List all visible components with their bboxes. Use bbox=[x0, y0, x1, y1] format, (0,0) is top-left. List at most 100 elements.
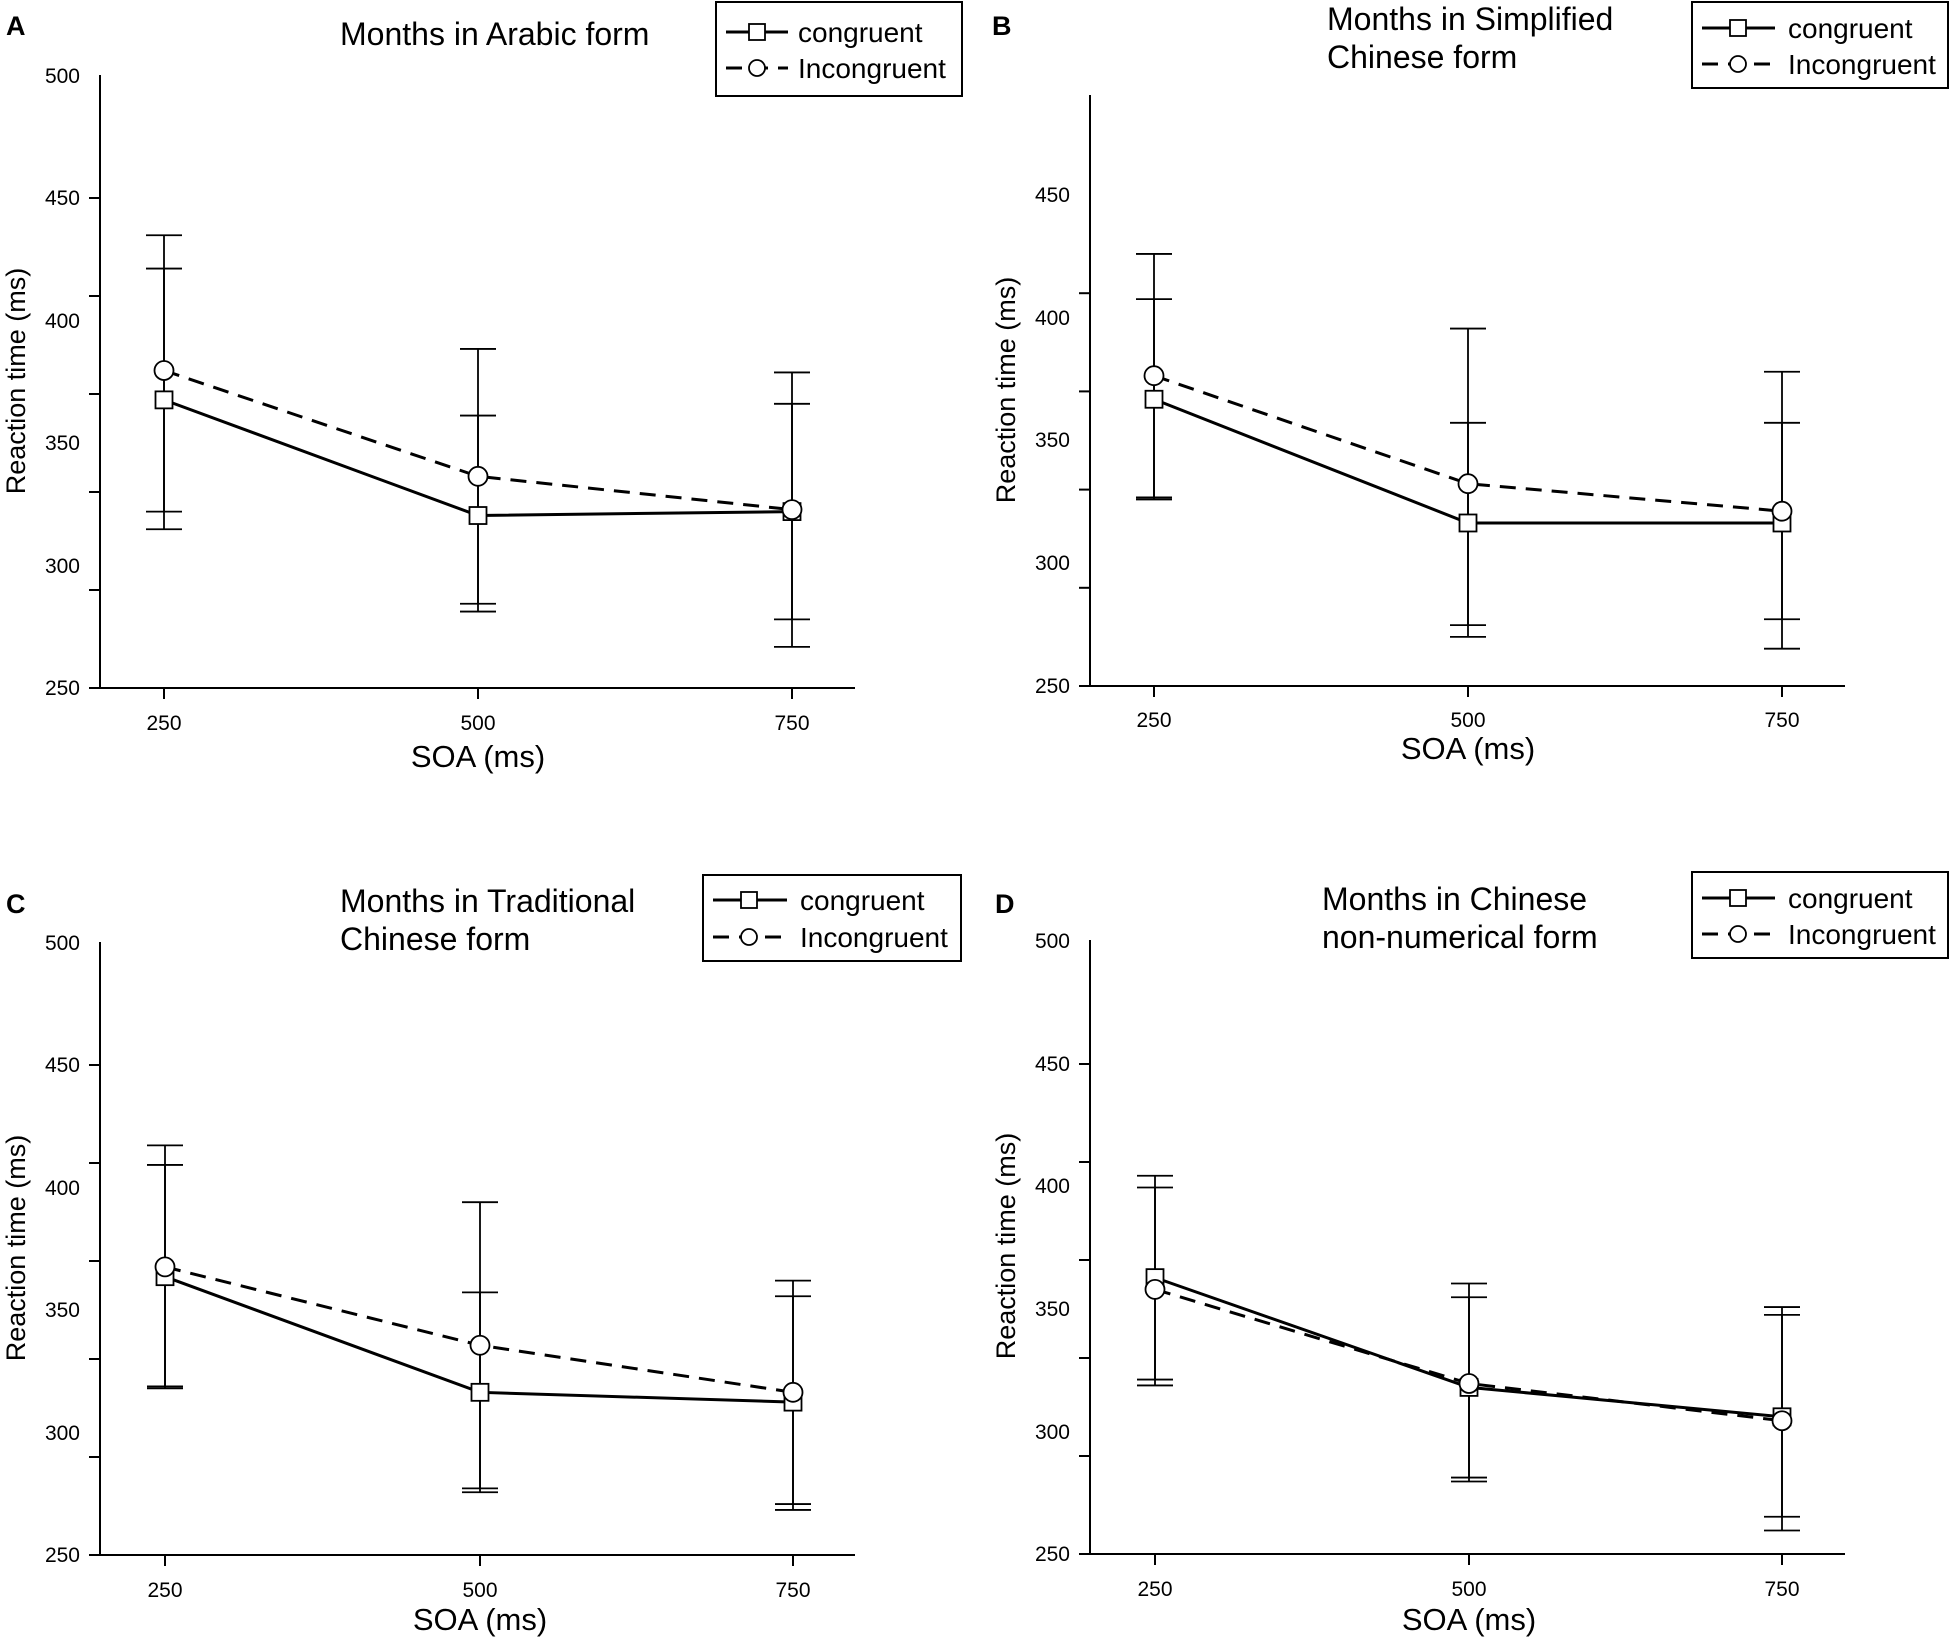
y-tick-label: 250 bbox=[45, 1544, 80, 1567]
y-tick-label: 300 bbox=[1035, 1421, 1070, 1444]
series-line-incongruent bbox=[1153, 374, 1783, 513]
data-point-incongruent bbox=[1457, 473, 1479, 495]
data-point-incongruent bbox=[469, 1334, 491, 1356]
legend-label-incongruent: Incongruent bbox=[1788, 49, 1936, 80]
y-axis-title: Reaction time (ms) bbox=[1, 268, 31, 495]
data-point-incongruent bbox=[467, 465, 489, 487]
series-line-incongruent bbox=[163, 369, 793, 512]
y-tick-label: 450 bbox=[45, 1054, 80, 1077]
legend-label-incongruent: Incongruent bbox=[1788, 919, 1936, 950]
y-axis-title: Reaction time (ms) bbox=[1, 1135, 31, 1362]
x-tick-label: 500 bbox=[462, 1579, 497, 1602]
data-point-incongruent bbox=[154, 1256, 176, 1278]
legend-marker-square bbox=[748, 23, 766, 41]
y-tick-label: 500 bbox=[45, 932, 80, 955]
x-axis-title: SOA (ms) bbox=[1402, 1602, 1536, 1637]
data-point-incongruent bbox=[1771, 1410, 1793, 1432]
data-point-congruent bbox=[1144, 389, 1164, 409]
y-tick-label: 300 bbox=[1035, 552, 1070, 575]
data-point-congruent bbox=[470, 1382, 490, 1402]
series-line-incongruent bbox=[164, 1265, 794, 1394]
legend-marker-circle bbox=[1729, 55, 1747, 73]
legend-marker-square bbox=[740, 891, 758, 909]
data-point-incongruent bbox=[781, 499, 803, 521]
panel-a-series bbox=[146, 234, 810, 648]
panel-d-title-line-2: non-numerical form bbox=[1322, 919, 1598, 955]
panel-d: D Months in Chinese non-numerical form 2… bbox=[991, 871, 1949, 1637]
panel-b-series bbox=[1136, 253, 1800, 650]
panel-b-title-line-2: Chinese form bbox=[1327, 39, 1517, 75]
x-tick-label: 250 bbox=[1136, 709, 1171, 732]
legend: congruent Incongruent bbox=[1691, 1, 1949, 89]
x-tick-label: 250 bbox=[147, 1579, 182, 1602]
y-tick-label: 400 bbox=[1035, 1175, 1070, 1198]
panel-letter-b: B bbox=[992, 11, 1012, 41]
x-tick-label: 250 bbox=[146, 712, 181, 735]
panel-b: B Months in Simplified Chinese form 250 … bbox=[991, 1, 1949, 766]
data-point-incongruent bbox=[153, 360, 175, 381]
y-tick-label: 450 bbox=[1035, 1053, 1070, 1076]
panel-a: A Months in Arabic form 250 500 750 250 … bbox=[1, 1, 963, 774]
legend: congruent Incongruent bbox=[1691, 871, 1949, 959]
y-tick-label: 250 bbox=[1035, 675, 1070, 698]
legend-marker-square bbox=[1729, 19, 1747, 37]
x-tick-label: 750 bbox=[774, 712, 809, 735]
x-axis-title: SOA (ms) bbox=[411, 739, 545, 774]
data-point-congruent bbox=[1458, 513, 1478, 533]
legend-box bbox=[715, 1, 963, 97]
y-axis-title: Reaction time (ms) bbox=[991, 277, 1021, 504]
y-tick-label: 450 bbox=[1035, 184, 1070, 207]
y-tick-label: 500 bbox=[45, 65, 80, 88]
y-tick-label: 250 bbox=[1035, 1543, 1070, 1566]
legend-label-congruent: congruent bbox=[800, 885, 925, 916]
data-point-incongruent bbox=[1144, 1279, 1166, 1300]
legend-marker-circle bbox=[1729, 925, 1747, 943]
panel-c: C Months in Traditional Chinese form 250… bbox=[1, 874, 962, 1637]
y-tick-label: 350 bbox=[1035, 1298, 1070, 1321]
legend-label-congruent: congruent bbox=[1788, 883, 1913, 914]
y-tick-label: 400 bbox=[45, 1177, 80, 1200]
panel-c-title-line-1: Months in Traditional bbox=[340, 883, 635, 919]
panel-c-series bbox=[147, 1144, 811, 1511]
legend-marker-square bbox=[1729, 889, 1747, 907]
y-tick-label: 350 bbox=[45, 432, 80, 455]
legend-marker-circle bbox=[740, 928, 758, 946]
panel-d-series bbox=[1137, 1174, 1800, 1532]
data-point-incongruent bbox=[1771, 500, 1793, 522]
x-tick-label: 750 bbox=[1764, 1578, 1799, 1601]
legend-label-congruent: congruent bbox=[798, 17, 923, 48]
panel-letter-c: C bbox=[6, 889, 26, 919]
y-axis-title: Reaction time (ms) bbox=[991, 1133, 1021, 1360]
data-point-congruent bbox=[468, 506, 488, 525]
y-tick-label: 300 bbox=[45, 1422, 80, 1445]
x-tick-label: 750 bbox=[775, 1579, 810, 1602]
x-tick-label: 500 bbox=[1451, 1578, 1486, 1601]
y-tick-label: 400 bbox=[1035, 307, 1070, 330]
y-tick-label: 500 bbox=[1035, 930, 1070, 953]
legend-label-congruent: congruent bbox=[1788, 13, 1913, 44]
legend-box bbox=[1691, 1, 1949, 89]
x-tick-label: 250 bbox=[1137, 1578, 1172, 1601]
x-tick-label: 750 bbox=[1764, 709, 1799, 732]
panel-d-title-line-1: Months in Chinese bbox=[1322, 881, 1587, 917]
panel-a-title: Months in Arabic form bbox=[340, 16, 649, 52]
y-tick-label: 350 bbox=[1035, 429, 1070, 452]
panel-b-title-line-1: Months in Simplified bbox=[1327, 1, 1613, 37]
data-point-incongruent bbox=[782, 1381, 804, 1403]
data-point-incongruent bbox=[1143, 365, 1165, 387]
x-axis-title: SOA (ms) bbox=[413, 1602, 547, 1637]
legend-marker-circle bbox=[748, 59, 766, 77]
legend-box bbox=[1691, 871, 1949, 959]
legend-box bbox=[702, 874, 962, 962]
data-point-incongruent bbox=[1458, 1373, 1480, 1394]
legend: congruent Incongruent bbox=[702, 874, 962, 962]
y-tick-label: 450 bbox=[45, 187, 80, 210]
legend-label-incongruent: Incongruent bbox=[798, 53, 946, 84]
y-tick-label: 400 bbox=[45, 310, 80, 333]
data-point-congruent bbox=[154, 390, 174, 410]
x-axis-title: SOA (ms) bbox=[1401, 731, 1535, 766]
x-tick-label: 500 bbox=[1450, 709, 1485, 732]
legend: congruent Incongruent bbox=[715, 1, 963, 97]
panel-c-title-line-2: Chinese form bbox=[340, 921, 530, 957]
